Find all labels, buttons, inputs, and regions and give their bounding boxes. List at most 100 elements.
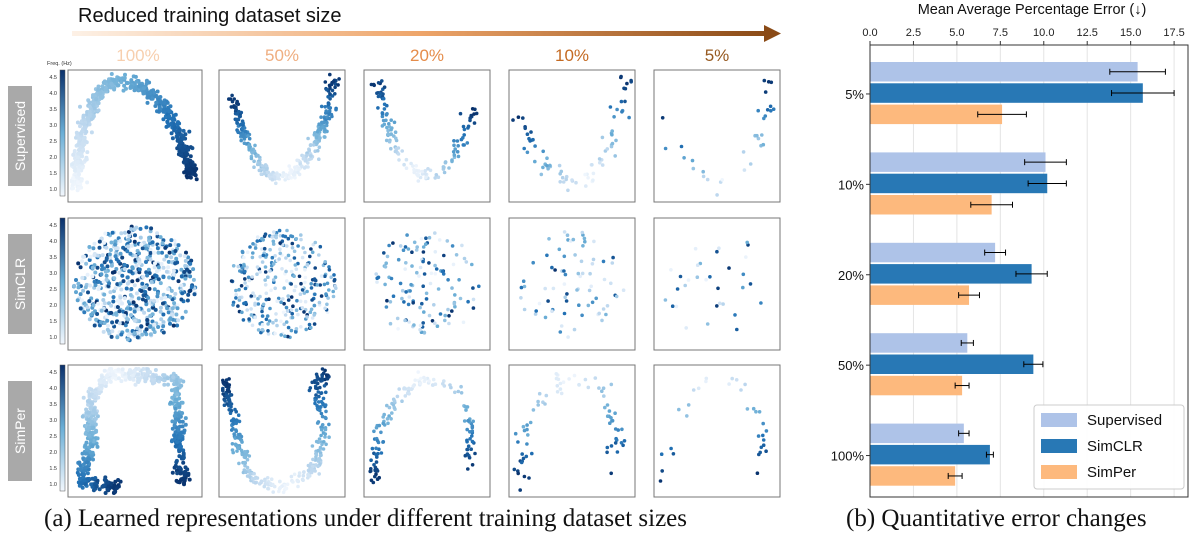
scatter-point [320,367,325,371]
scatter-point [95,265,100,270]
scatter-point [183,470,188,475]
scatter-point [90,274,95,279]
scatter-point [184,173,189,178]
scatter-point [100,253,105,258]
scatter-point [462,133,467,137]
colorbar [59,217,66,345]
scatter-point [152,287,157,292]
scatter-point [261,302,266,307]
scatter-point [167,275,172,280]
scatter-point [102,292,107,297]
scatter-point [155,291,160,296]
scatter-point [129,313,133,317]
scatter-point [97,284,102,289]
scatter-point [313,266,318,270]
scatter-point [562,311,567,316]
scatter-point [423,242,428,246]
scatter-point [274,181,278,186]
colorbar [59,364,66,492]
scatter-point [330,94,335,98]
scatter-point [245,308,249,312]
scatter-point [77,476,82,481]
scatter-point [269,288,273,293]
scatter-point [88,104,92,109]
scatter-point [179,297,184,302]
scatter-point [88,283,93,288]
scatter-point [385,417,390,421]
scatter-point [289,295,294,299]
scatter-point [763,114,768,118]
scatter-point [375,276,380,281]
scatter-point [78,104,82,109]
scatter-point [134,291,139,296]
scatter-point [544,393,549,398]
x-tick-label: 17.5 [1163,27,1184,39]
scatter-point [94,411,99,416]
scatter-point [76,473,81,477]
scatter-point [591,171,596,176]
scatter-point [293,263,298,267]
scatter-point [134,79,139,84]
scatter-point [423,377,428,382]
scatter-point [739,388,743,392]
scatter-point [133,233,137,238]
scatter-point [233,442,238,447]
scatter-point [416,179,421,183]
scatter-point [541,149,545,154]
scatter-point [562,230,567,234]
scatter-point [466,124,471,129]
scatter-point [756,108,760,113]
scatter-point [236,264,241,269]
scatter-point [325,87,329,92]
scatter-point [263,270,268,274]
scatter-point [120,321,125,326]
scatter-point [183,422,188,427]
scatter-point [528,139,532,143]
scatter-point [305,289,309,294]
scatter-point [142,310,147,315]
scatter-point [310,444,315,448]
scatter-point [290,311,295,316]
scatter-point [104,256,109,261]
caption-b: (b) Quantitative error changes [846,505,1147,532]
scatter-point [76,281,81,286]
scatter-point [386,128,390,133]
scatter-point [527,476,531,480]
scatter-point [469,113,474,118]
scatter-point [323,306,327,311]
scatter-point [161,301,165,306]
scatter-point [265,167,269,171]
scatter-point [322,384,327,388]
scatter-point [591,178,595,182]
scatter-point [721,302,725,306]
y-tick-label: 10% [838,177,864,192]
scatter-point [520,452,524,456]
scatter-point [178,253,183,258]
scatter-point [577,303,581,308]
scatter-point [188,158,193,163]
scatter-point [551,286,556,291]
scatter-point [455,139,460,143]
scatter-point [172,301,177,306]
scatter-point [105,318,110,323]
scatter-point [757,410,762,414]
scatter-point [120,370,125,375]
scatter-point [92,279,97,284]
scatter-point [741,272,746,277]
scatter-point [83,431,88,436]
scatter-point [120,367,125,372]
scatter-point [562,254,567,259]
scatter-point [253,315,257,320]
scatter-point [734,378,739,382]
scatter-point [575,288,579,292]
scatter-point [381,118,386,123]
scatter-point [317,253,321,257]
scatter-point [266,322,270,326]
scatter-point [247,454,252,458]
scatter-point [231,303,235,307]
scatter-point [269,477,274,482]
scatter-point [97,239,102,244]
scatter-point [459,384,463,389]
scatter-point [583,239,587,244]
scatter-point [290,234,295,239]
